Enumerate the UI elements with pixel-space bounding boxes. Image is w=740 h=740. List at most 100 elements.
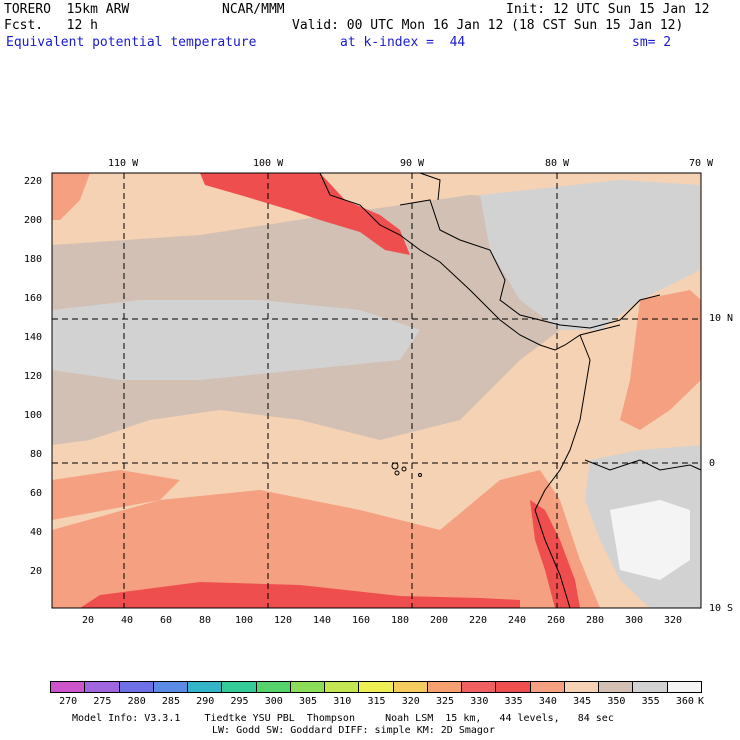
x-tick-label: 280: [586, 615, 605, 626]
x-tick-label: 140: [313, 615, 332, 626]
x-tick-label: 40: [121, 615, 134, 626]
field-name: Equivalent potential temperature: [6, 35, 257, 50]
model-info: Model Info: V3.3.1 Tiedtke YSU PBL Thomp…: [72, 713, 614, 724]
map-fill-layer: [52, 173, 701, 608]
forecast-hour: Fcst. 12 h: [4, 18, 98, 33]
colorbar-swatch: [392, 681, 428, 693]
x-tick-label: 120: [274, 615, 293, 626]
y-tick-label: 80: [30, 449, 43, 460]
galapagos-3: [394, 470, 400, 476]
y-tick-label: 220: [24, 176, 43, 187]
colorbar-unit: K: [698, 696, 705, 707]
x-tick-label: 160: [352, 615, 371, 626]
x-tick-label: 180: [391, 615, 410, 626]
x-tick-label: 80: [199, 615, 212, 626]
colorbar-label: 320: [401, 696, 420, 707]
lon-label-100w: 100 W: [253, 158, 284, 169]
colorbar-swatch: [358, 681, 394, 693]
colorbar-label: 360: [675, 696, 694, 707]
lat-label-10n: 10 N: [709, 313, 734, 324]
lat-label-eq: 0: [709, 458, 716, 469]
southern-red: [80, 582, 520, 608]
init-time: Init: 12 UTC Sun 15 Jan 12: [506, 2, 710, 17]
model-title: TORERO 15km ARW: [4, 2, 130, 17]
colorbar-label: 340: [538, 696, 557, 707]
colorbar-label: 350: [607, 696, 626, 707]
lon-label-90w: 90 W: [400, 158, 425, 169]
colorbar-label: 325: [436, 696, 455, 707]
colorbar-label: 295: [230, 696, 249, 707]
colorbar-swatch: [118, 681, 154, 693]
y-tick-label: 40: [30, 527, 43, 538]
x-tick-label: 300: [625, 615, 644, 626]
map-frame: [51, 172, 702, 609]
pacific-grey: [52, 300, 420, 380]
colorbar-swatch: [289, 681, 326, 693]
colorbar-label: 275: [93, 696, 112, 707]
galapagos-1: [391, 462, 399, 470]
colorbar-swatch: [495, 681, 531, 693]
center-name: NCAR/MMM: [222, 2, 285, 17]
y-tick-label: 180: [24, 254, 43, 265]
colorbar-swatch: [221, 681, 257, 693]
colorbar-swatch: [461, 681, 497, 693]
colorbar-swatch: [187, 681, 223, 693]
galapagos-2: [401, 466, 407, 472]
colorbar-swatch: [324, 681, 360, 693]
x-tick-label: 20: [82, 615, 95, 626]
colorbar-swatch: [529, 681, 565, 693]
y-tick-label: 200: [24, 215, 43, 226]
colorbar-label: 310: [333, 696, 352, 707]
y-tick-label: 20: [30, 566, 43, 577]
x-tick-label: 220: [469, 615, 488, 626]
lon-label-110w: 110 W: [108, 158, 139, 169]
lon-label-70w: 70 W: [689, 158, 714, 169]
lat-label-10s: 10 S: [709, 603, 734, 614]
caribbean-coast: [399, 199, 661, 329]
colorbar-label: 285: [161, 696, 180, 707]
central-america-coast: [319, 172, 621, 351]
colorbar-label: 345: [573, 696, 592, 707]
colorbar-label: 335: [504, 696, 523, 707]
yucatan: [419, 172, 441, 201]
x-tick-label: 320: [664, 615, 683, 626]
colorbar-label: 280: [127, 696, 146, 707]
south-america-coast: [534, 334, 591, 609]
colorbar-swatch: [632, 681, 668, 693]
colorbar-swatch: [255, 681, 291, 693]
y-tick-label: 120: [24, 371, 43, 382]
andes-border: [584, 459, 702, 471]
x-tick-label: 240: [508, 615, 527, 626]
colorbar-swatch: [598, 681, 634, 693]
sa-white: [610, 500, 690, 580]
colorbar-swatch: [84, 681, 120, 693]
mexico-red: [200, 173, 410, 255]
physics-info: LW: Godd SW: Goddard DIFF: simple KM: 2D…: [212, 725, 495, 736]
colorbar-label: 355: [641, 696, 660, 707]
colorbar-label: 315: [367, 696, 386, 707]
lon-label-80w: 80 W: [545, 158, 570, 169]
colorbar-swatch: [666, 681, 702, 693]
colorbar-label: 290: [196, 696, 215, 707]
south-pink-band: [52, 470, 180, 520]
caribbean-grey: [480, 180, 700, 330]
x-tick-label: 100: [235, 615, 254, 626]
colorbar-swatch: [152, 681, 189, 693]
colorbar-swatch: [563, 681, 600, 693]
colorbar-label: 305: [298, 696, 318, 707]
level-index: at k-index = 44: [340, 35, 466, 50]
smoothing: sm= 2: [632, 35, 672, 50]
colorbar-label: 330: [470, 696, 489, 707]
x-tick-label: 200: [430, 615, 449, 626]
colorbar-swatch: [50, 681, 86, 693]
nw-pink: [52, 173, 90, 220]
colorbar-label: 270: [59, 696, 78, 707]
y-tick-label: 60: [30, 488, 43, 499]
colorbar-swatch: [426, 681, 463, 693]
south-warm-band: [52, 470, 600, 608]
x-tick-label: 260: [547, 615, 566, 626]
galapagos-4: [418, 473, 422, 477]
east-pink: [620, 290, 701, 430]
coastlines: [319, 172, 702, 609]
